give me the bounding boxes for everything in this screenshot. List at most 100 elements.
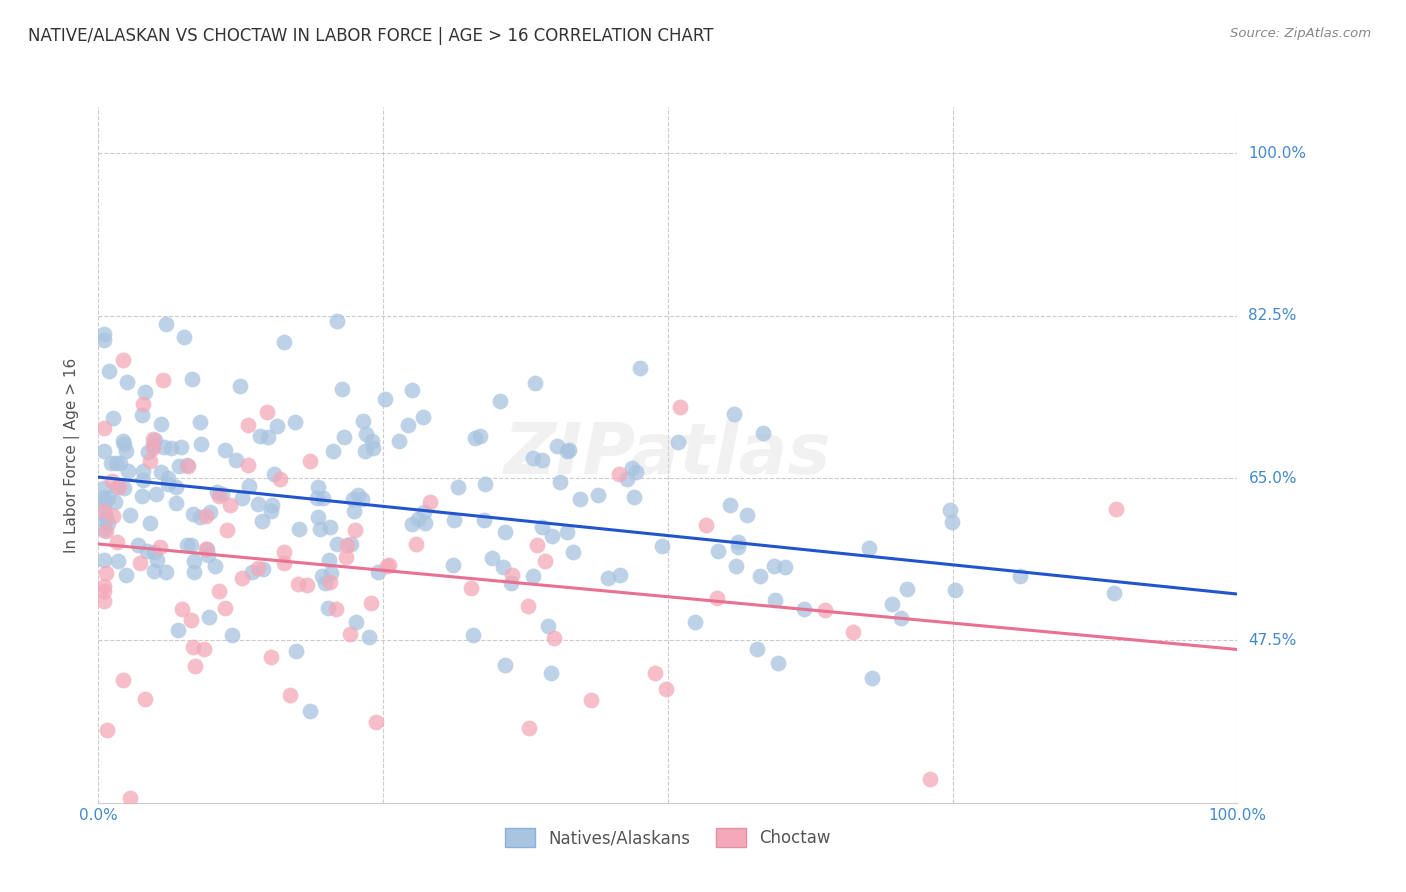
Point (288, 522, 311, 536)
Point (609, 467, 631, 481)
Point (180, 538, 202, 552)
Point (284, 415, 307, 429)
Text: NATIVE/ALASKAN VS CHOCTAW IN LABOR FORCE | AGE > 16 CORRELATION CHART: NATIVE/ALASKAN VS CHOCTAW IN LABOR FORCE… (28, 27, 714, 45)
Point (858, 541, 880, 555)
Point (501, 568, 523, 582)
Point (530, 453, 553, 467)
Point (321, 566, 343, 581)
Point (195, 542, 218, 557)
Point (93, 326, 115, 341)
Point (118, 790, 141, 805)
Point (793, 602, 815, 616)
Point (132, 397, 155, 411)
Point (517, 721, 540, 735)
Point (388, 434, 411, 448)
Point (112, 673, 135, 687)
Point (93, 579, 115, 593)
Point (93, 500, 115, 514)
Point (145, 487, 167, 501)
Point (107, 554, 129, 568)
Point (176, 538, 198, 552)
Point (93, 493, 115, 508)
Point (413, 516, 436, 530)
Point (1008, 568, 1031, 582)
Point (588, 488, 610, 502)
Point (339, 626, 361, 640)
Point (319, 520, 342, 534)
Point (347, 488, 370, 502)
Point (93, 504, 115, 518)
Point (231, 491, 253, 505)
Point (96, 566, 118, 580)
Point (120, 508, 142, 522)
Point (221, 628, 243, 642)
Point (214, 442, 236, 457)
Point (107, 480, 129, 494)
Point (569, 491, 592, 506)
Point (138, 453, 160, 467)
Point (880, 597, 903, 611)
Point (104, 495, 127, 509)
Point (311, 569, 333, 583)
Point (101, 508, 124, 523)
Text: 82.5%: 82.5% (1249, 309, 1296, 323)
Point (447, 480, 470, 494)
Point (278, 689, 301, 703)
Point (763, 593, 786, 607)
Point (183, 554, 205, 568)
Point (516, 599, 538, 613)
Point (463, 627, 485, 641)
Point (214, 600, 236, 615)
Point (499, 576, 522, 591)
Point (117, 464, 139, 478)
Point (357, 630, 380, 644)
Point (481, 551, 503, 566)
Point (176, 459, 198, 474)
Point (176, 458, 198, 472)
Point (550, 475, 572, 489)
Point (134, 384, 156, 399)
Point (460, 581, 482, 595)
Point (183, 640, 205, 655)
Point (188, 510, 211, 524)
Point (247, 497, 270, 511)
Point (252, 562, 274, 576)
Point (105, 480, 128, 494)
Point (115, 375, 138, 389)
Point (93, 421, 115, 435)
Point (155, 566, 177, 580)
Point (93, 553, 115, 567)
Point (762, 559, 785, 574)
Point (363, 442, 385, 456)
Point (655, 682, 678, 697)
Point (295, 577, 318, 591)
Point (165, 480, 187, 494)
Point (748, 568, 770, 582)
Point (142, 438, 165, 452)
Point (208, 584, 231, 599)
Point (745, 642, 768, 657)
Point (723, 407, 745, 421)
Point (707, 544, 730, 558)
Point (695, 518, 717, 533)
Point (129, 556, 152, 570)
Point (522, 569, 544, 583)
Text: 47.5%: 47.5% (1249, 633, 1296, 648)
Point (943, 583, 966, 598)
Point (299, 704, 322, 718)
Point (842, 625, 865, 640)
Point (489, 393, 512, 408)
Point (401, 517, 423, 532)
Point (273, 545, 295, 559)
Point (250, 514, 273, 528)
Point (406, 511, 429, 525)
Point (524, 376, 547, 391)
Point (332, 430, 354, 444)
Point (195, 542, 218, 557)
Point (260, 498, 283, 512)
Point (188, 415, 211, 429)
Point (346, 615, 368, 629)
Point (557, 443, 579, 458)
Point (322, 443, 344, 458)
Point (198, 609, 221, 624)
